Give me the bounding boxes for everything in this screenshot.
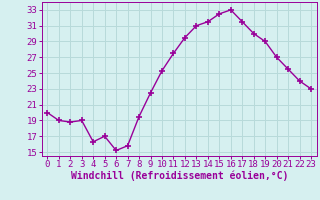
X-axis label: Windchill (Refroidissement éolien,°C): Windchill (Refroidissement éolien,°C) xyxy=(70,171,288,181)
